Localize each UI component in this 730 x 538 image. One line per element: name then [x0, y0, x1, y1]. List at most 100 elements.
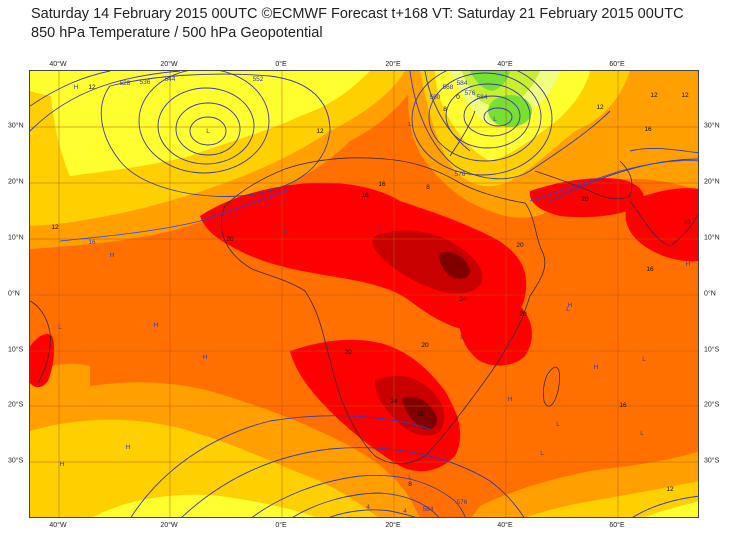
temperature-label: 12 [596, 104, 604, 111]
temperature-label: 24 [390, 398, 398, 405]
temperature-label: 28 [416, 411, 424, 418]
low-pressure-letter: L [493, 116, 497, 123]
geopotential-label: 584 [457, 80, 468, 87]
low-pressure-letter: L [566, 306, 570, 313]
temp-hot-southern-africa [290, 339, 461, 472]
temperature-label: 24 [459, 296, 467, 303]
temperature-label: 20 [226, 236, 234, 243]
lat-label-left: 10°S [8, 346, 24, 354]
low-pressure-letter: L [556, 421, 560, 428]
lon-label-bottom: 60°E [609, 522, 625, 529]
geopotential-label: 576 [455, 171, 466, 178]
lat-label-right: 10°N [704, 234, 720, 242]
temp-hot-arabia [529, 178, 644, 218]
temperature-label: 12 [88, 84, 96, 91]
temperature-label: 16 [619, 402, 627, 409]
temperature-label: 0 [456, 94, 460, 101]
temperature-label: 12 [666, 486, 674, 493]
high-pressure-letter: H [154, 322, 159, 329]
lat-label-left: 30°N [8, 122, 24, 130]
temp-band-neg-ne2 [488, 95, 532, 127]
temp-hottest-central [439, 252, 470, 279]
temperature-label: 16 [378, 181, 386, 188]
low-pressure-letter: L [540, 450, 544, 457]
temperature-label: 16 [646, 266, 654, 273]
temp-hot-sahel [200, 182, 527, 334]
high-pressure-letter: H [60, 461, 65, 468]
geopotential-label: 544 [165, 76, 176, 83]
lat-label-right: 20°N [704, 178, 720, 186]
temperature-label: 20 [344, 349, 352, 356]
temperature-label: 20 [581, 196, 589, 203]
geopotential-label: 576 [465, 90, 476, 97]
temperature-label: 4 [366, 504, 370, 511]
lat-label-right: 0°N [704, 290, 716, 298]
temp-band-8-s [93, 494, 315, 517]
geopotential-label: 536 [140, 79, 151, 86]
lat-label-left: 0°N [8, 290, 20, 298]
temperature-label: 8 [443, 106, 447, 113]
temp-band-8-se [645, 501, 698, 517]
temperature-label: 12 [681, 92, 689, 99]
low-pressure-letter: L [58, 324, 62, 331]
isotherm-lines [59, 160, 698, 242]
map-labels: 528 536 544 552 560 568 576 584 576 584 … [51, 76, 691, 515]
field-description: 850 hPa Temperature / 500 hPa Geopotenti… [31, 25, 323, 41]
lon-label-bottom: 40°W [49, 522, 67, 529]
temp-band-neg-ne [470, 71, 510, 91]
temp-band-12-se [526, 481, 698, 517]
high-pressure-letter: H [568, 302, 573, 309]
geopotential-label: 576 [457, 499, 468, 506]
temperature-label: 12 [51, 224, 59, 231]
low-pressure-letter: L [206, 128, 210, 135]
lon-label-bottom: 20°E [385, 522, 401, 529]
temperature-label: 16 [361, 192, 369, 199]
lon-label-top: 0°E [275, 61, 287, 68]
temperature-label: 16 [683, 219, 691, 226]
high-pressure-letter: H [594, 364, 599, 371]
lon-label-top: 40°W [49, 61, 67, 68]
lon-label-top: 20°W [160, 61, 178, 68]
temperature-label: 20 [421, 342, 429, 349]
high-pressure-letter: H [74, 84, 79, 91]
lat-label-left: 30°S [8, 457, 24, 465]
low-pressure-letter: L [642, 356, 646, 363]
geopotential-label: 568 [443, 84, 454, 91]
low-pressure-letter: L [283, 228, 287, 235]
lon-label-bottom: 40°E [497, 522, 513, 529]
geopotential-label: 584 [423, 506, 434, 513]
lat-label-left: 20°N [8, 178, 24, 186]
temperature-label: 20 [519, 311, 527, 318]
temp-hot-east-africa [458, 294, 532, 366]
high-pressure-letter: H [110, 252, 115, 259]
temperature-label: 12 [316, 128, 324, 135]
temperature-label: 20 [516, 242, 524, 249]
geopotential-label: 584 [477, 94, 488, 101]
high-pressure-letter: H [203, 354, 208, 361]
geopotential-contours [30, 71, 698, 517]
graticule [30, 71, 698, 517]
temperature-label: 16 [88, 239, 96, 246]
lat-label-right: 20°S [704, 401, 720, 409]
temp-hottest-south [402, 396, 437, 430]
geopotential-label: 528 [120, 80, 131, 87]
lon-label-top: 40°E [497, 61, 513, 68]
high-pressure-letter: H [686, 261, 691, 268]
temperature-label: 4 [403, 508, 407, 515]
lat-label-left: 20°S [8, 401, 24, 409]
geopotential-label: 552 [253, 76, 264, 83]
temp-hot-sa-coast [30, 334, 55, 388]
low-pressure-letter: L [408, 474, 412, 481]
temperature-label: 12 [650, 92, 658, 99]
temp-band-8-nw [50, 71, 370, 176]
forecast-title: Saturday 14 February 2015 00UTC ©ECMWF F… [31, 6, 684, 22]
geopotential-label: 560 [430, 94, 441, 101]
temperature-label: 8 [408, 481, 412, 488]
lon-label-bottom: 20°W [160, 522, 178, 529]
low-pressure-letter: L [640, 430, 644, 437]
temp-hot-india [625, 188, 698, 262]
lon-label-bottom: 0°E [275, 522, 287, 529]
low-pressure-letter: L [460, 334, 464, 341]
lat-label-right: 30°N [704, 122, 720, 130]
temp-band-8-nw2 [30, 71, 120, 98]
